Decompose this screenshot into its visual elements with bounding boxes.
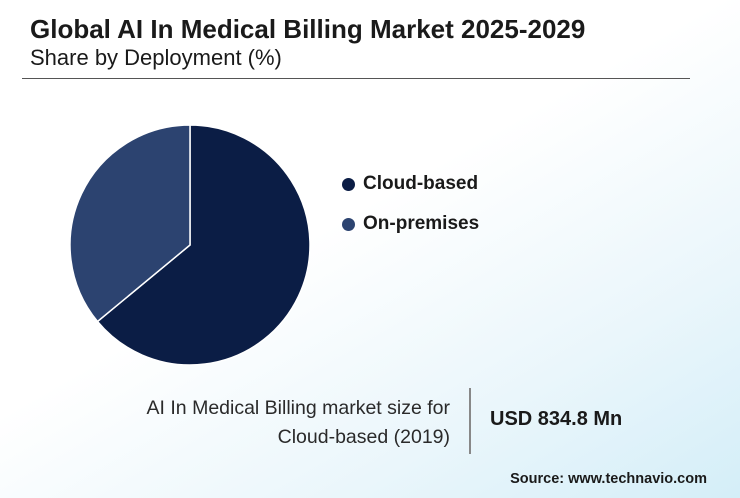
legend-label: On-premises [363,213,480,234]
pie-chart [69,124,311,366]
title-divider [22,78,690,79]
legend-swatch-on-premises [342,217,355,231]
chart-title: Global AI In Medical Billing Market 2025… [30,14,586,44]
stat-divider [469,388,471,454]
source-credit: Source: www.technavio.com [510,471,707,487]
market-size-label: AI In Medical Billing market size for Cl… [147,394,450,452]
pie-slice-cloud-based [96,124,311,366]
legend-label: Cloud-based [363,173,479,194]
pie-slice-on-premises [69,124,191,323]
legend-item-on-premises: On-premises [342,212,479,236]
legend-item-cloud-based: Cloud-based [342,172,479,196]
chart-subtitle: Share by Deployment (%) [30,45,282,70]
market-size-label-line2: Cloud-based (2019) [277,426,450,448]
market-size-value: USD 834.8 Mn [490,408,623,430]
chart-legend: Cloud-based On-premises [342,172,479,252]
legend-swatch-cloud-based [342,177,355,191]
market-size-label-line1: AI In Medical Billing market size for [146,397,450,419]
